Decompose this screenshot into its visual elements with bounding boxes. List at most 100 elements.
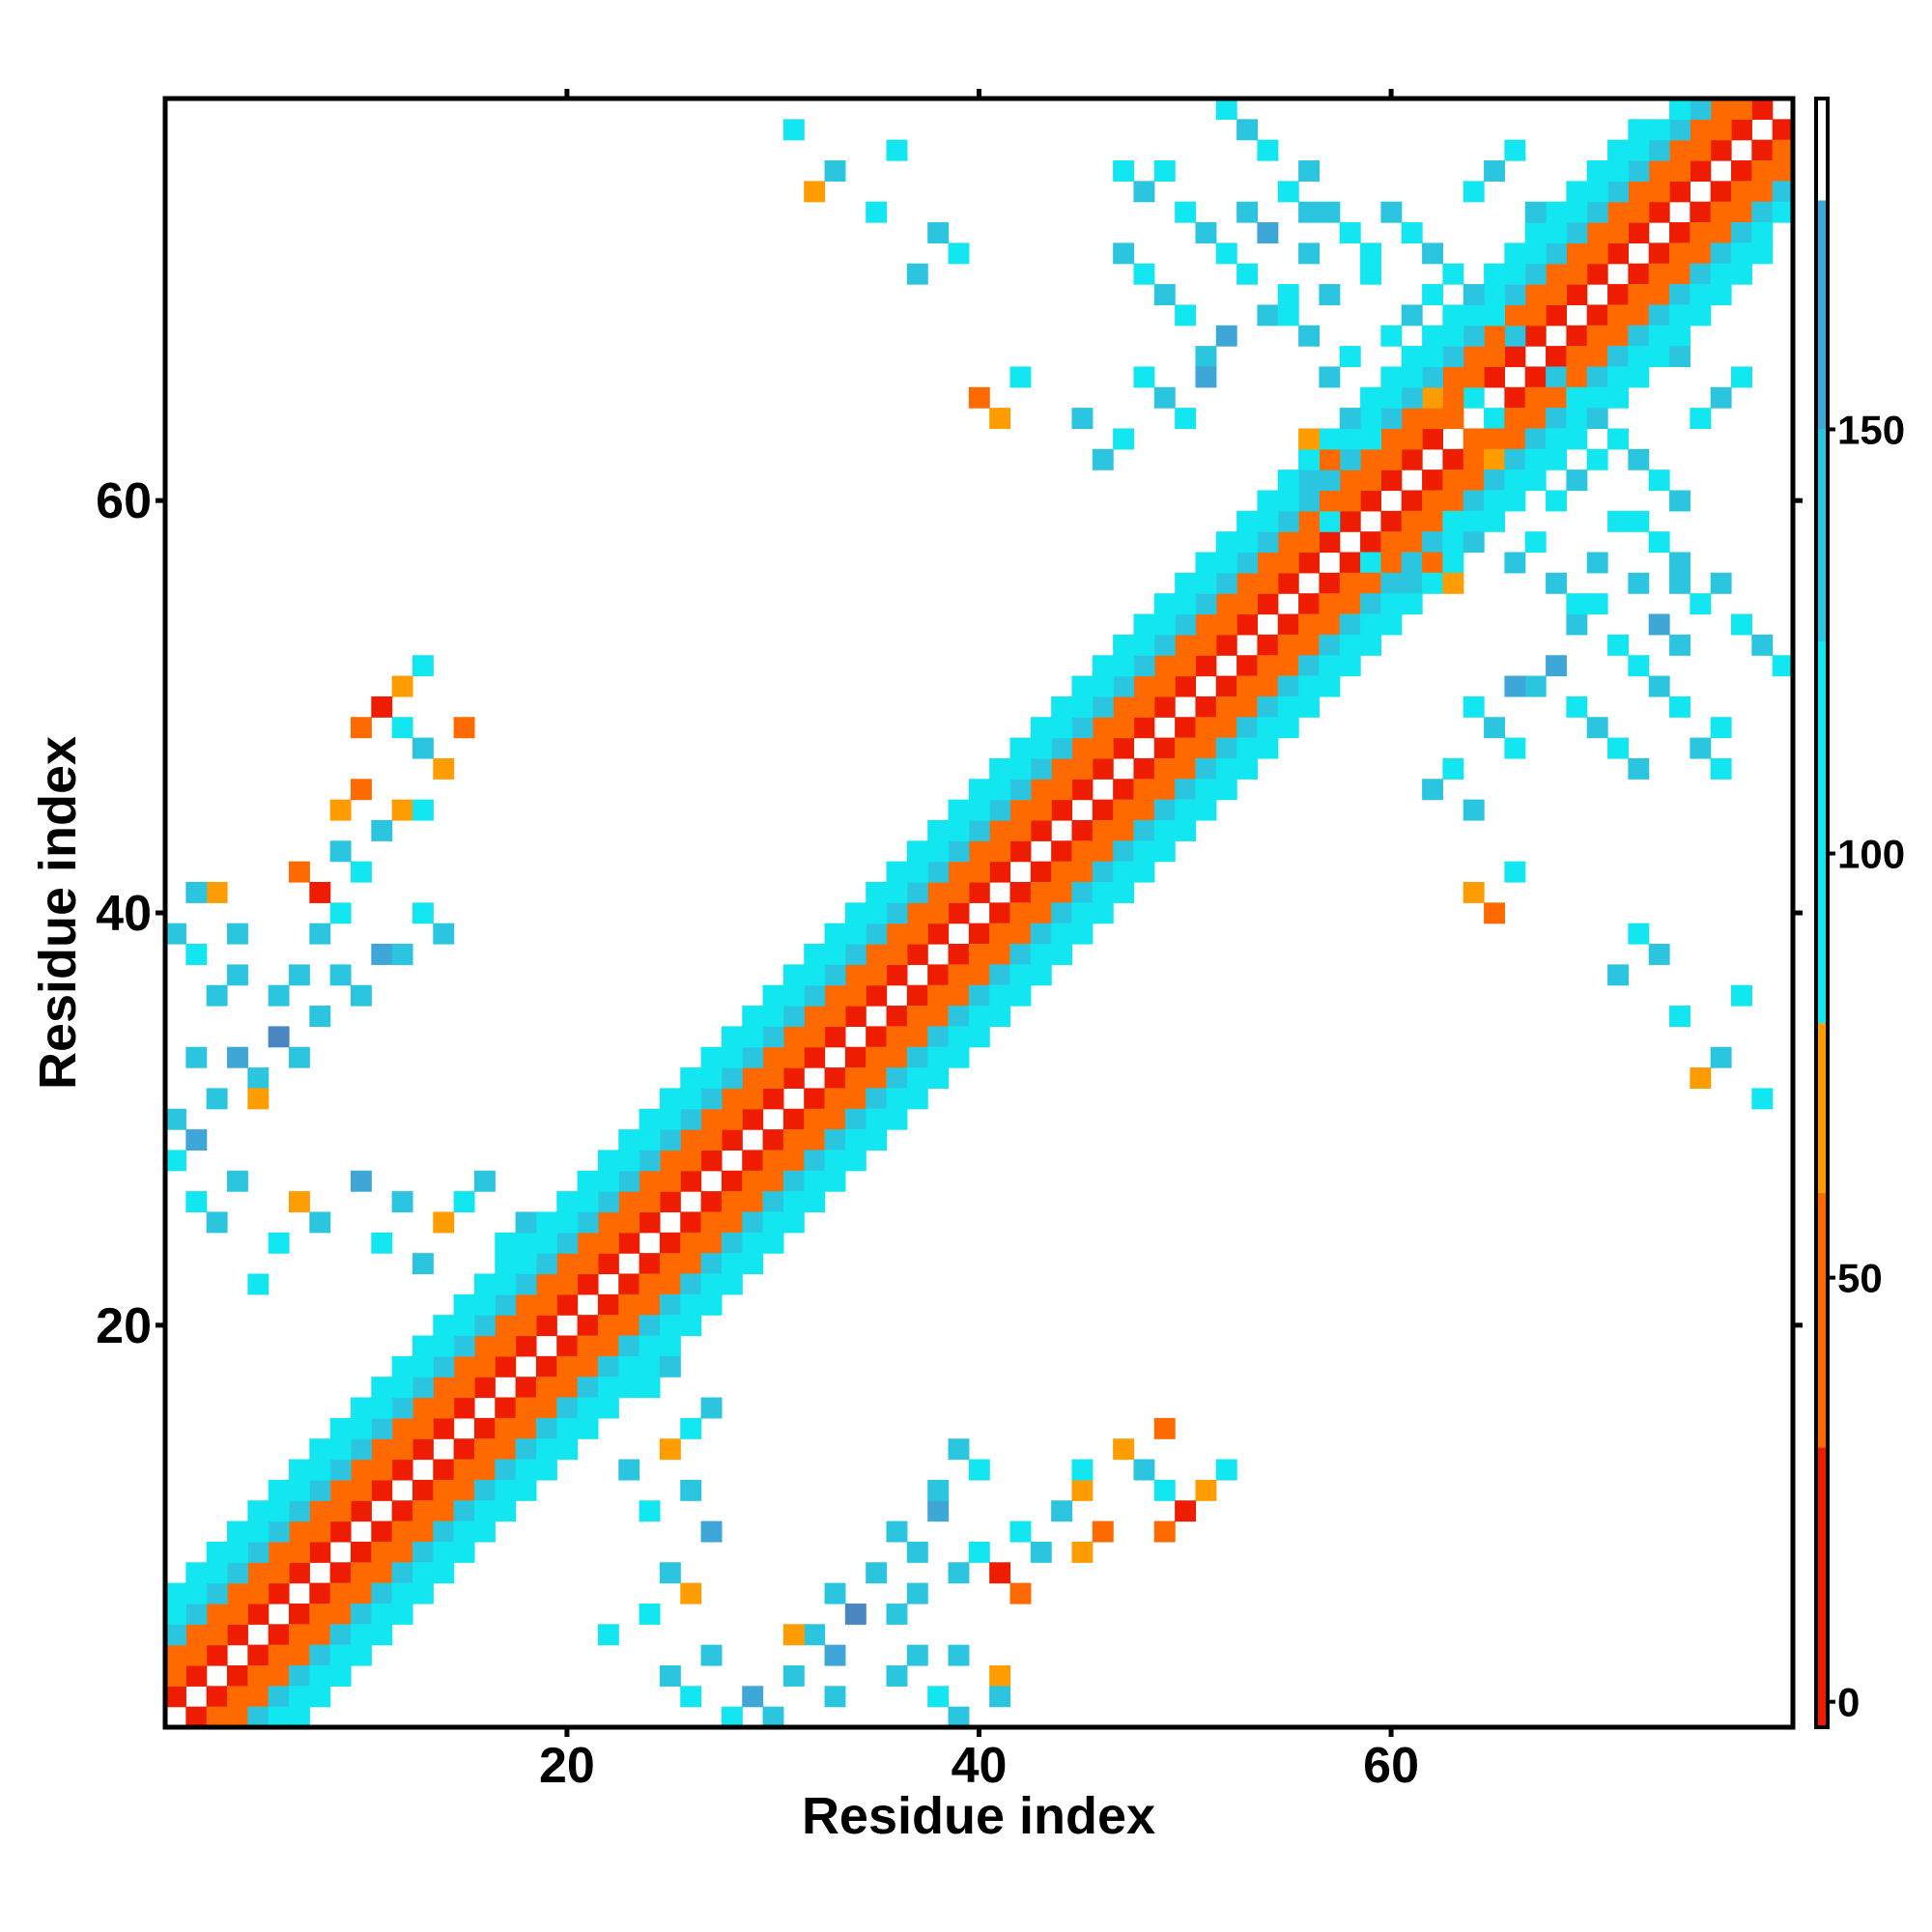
heatmap-cell [1175, 779, 1197, 801]
heatmap-cell [886, 1108, 908, 1130]
heatmap-cell [329, 1520, 352, 1543]
heatmap-cell [886, 861, 908, 883]
heatmap-cell [1442, 448, 1464, 470]
heatmap-cell [927, 902, 950, 924]
heatmap-cell [1401, 572, 1423, 594]
heatmap-cell [165, 1644, 186, 1666]
heatmap-cell [782, 1664, 805, 1687]
heatmap-cell [1195, 799, 1217, 821]
heatmap-cell [165, 1108, 186, 1130]
heatmap-cell [1215, 572, 1237, 594]
heatmap-cell [1524, 284, 1547, 306]
heatmap-cell [206, 1211, 228, 1234]
heatmap-cell [1504, 737, 1526, 759]
heatmap-cell [350, 861, 372, 883]
heatmap-cell [1092, 655, 1114, 677]
heatmap-cell [597, 1191, 619, 1213]
heatmap-cell [1566, 325, 1588, 347]
heatmap-cell [1319, 655, 1341, 677]
heatmap-cell [1195, 1479, 1217, 1501]
heatmap-cell [1175, 613, 1197, 636]
heatmap-cell [659, 1438, 681, 1461]
heatmap-cell [639, 1377, 661, 1399]
heatmap-cell [577, 1232, 599, 1254]
heatmap-cell [515, 1397, 537, 1419]
heatmap-cell [1546, 408, 1567, 430]
heatmap-cell [700, 1150, 723, 1172]
heatmap-cell [453, 1397, 475, 1419]
heatmap-cell [1751, 222, 1774, 243]
heatmap-cell [1422, 490, 1444, 512]
heatmap-cell [866, 1046, 888, 1068]
heatmap-cell [1339, 346, 1361, 368]
heatmap-cell [1257, 655, 1279, 677]
heatmap-cell [412, 1438, 434, 1461]
heatmap-cell [1690, 242, 1712, 265]
heatmap-cell [948, 902, 970, 924]
heatmap-cell [597, 1355, 619, 1378]
heatmap-cell [680, 1232, 702, 1254]
heatmap-cell [927, 840, 950, 863]
heatmap-cell [453, 1500, 475, 1522]
heatmap-cell [927, 1046, 950, 1068]
heatmap-cell [886, 902, 908, 924]
heatmap-cell [1360, 263, 1382, 285]
heatmap-cell [247, 1541, 270, 1563]
heatmap-cell [309, 1438, 331, 1461]
heatmap-cell [1215, 1459, 1237, 1481]
heatmap-cell [350, 1438, 372, 1461]
heatmap-cell [226, 1664, 248, 1687]
y-axis-title: Residue index [29, 736, 87, 1090]
heatmap-cell [927, 1026, 950, 1048]
heatmap-cell [1586, 263, 1608, 285]
heatmap-cell [556, 1273, 579, 1295]
heatmap-cell [1257, 634, 1279, 656]
heatmap-cell [1586, 201, 1608, 223]
heatmap-cell [700, 1067, 723, 1089]
heatmap-cell [1277, 655, 1299, 677]
heatmap-cell [1257, 531, 1279, 554]
heatmap-cell [473, 1170, 496, 1192]
heatmap-cell [1690, 737, 1712, 759]
heatmap-cell [206, 881, 228, 903]
heatmap-cell [1071, 675, 1094, 697]
heatmap-cell [1422, 284, 1444, 306]
heatmap-cell [762, 1170, 784, 1192]
heatmap-cell [721, 1026, 743, 1048]
heatmap-cell [1153, 1520, 1176, 1543]
heatmap-cell [1071, 840, 1094, 863]
heatmap-cell [329, 902, 352, 924]
heatmap-cell [350, 1500, 372, 1522]
heatmap-cell [268, 1479, 290, 1501]
heatmap-cell [495, 1355, 517, 1378]
heatmap-cell [268, 1686, 290, 1708]
heatmap-cell [1133, 717, 1155, 739]
heatmap-cell [329, 840, 352, 863]
heatmap-cell [329, 1562, 352, 1584]
heatmap-cell [1690, 222, 1712, 243]
heatmap-cell [1113, 881, 1135, 903]
heatmap-cell [639, 1253, 661, 1275]
heatmap-cell [1710, 222, 1732, 243]
heatmap-cell [1442, 552, 1464, 574]
heatmap-cell [268, 1706, 290, 1728]
heatmap-cell [742, 1026, 764, 1048]
heatmap-cell [1360, 613, 1382, 636]
heatmap-cell [412, 655, 434, 677]
heatmap-cell [1009, 944, 1032, 965]
heatmap-cell [165, 1664, 186, 1687]
heatmap-cell [1751, 634, 1774, 656]
heatmap-cell [247, 1706, 270, 1728]
heatmap-cell [804, 984, 826, 1007]
heatmap-cell [1710, 284, 1732, 306]
heatmap-cell [1731, 160, 1752, 182]
heatmap-cell [1586, 552, 1608, 574]
colorbar: 0 50 100 150 [1814, 97, 1905, 1729]
heatmap-cell [1133, 840, 1155, 863]
heatmap-cell [1175, 799, 1197, 821]
heatmap-cell [329, 1438, 352, 1461]
heatmap-cell [1236, 531, 1259, 554]
heatmap-cell [762, 1706, 784, 1728]
heatmap-cell [1772, 181, 1794, 203]
heatmap-cell [453, 1479, 475, 1501]
